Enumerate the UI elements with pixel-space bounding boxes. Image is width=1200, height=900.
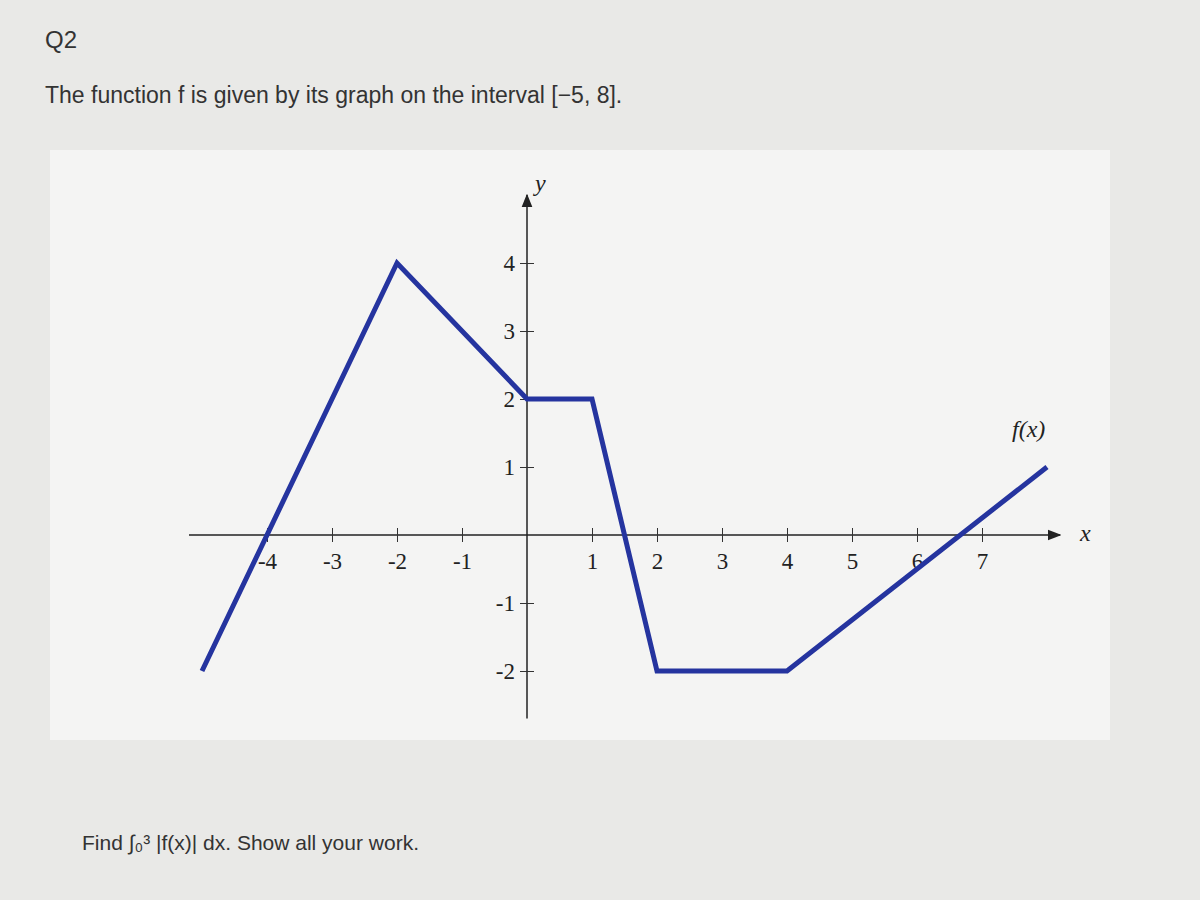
- x-tick: -2: [388, 528, 407, 574]
- y-tick-label: 3: [504, 319, 516, 344]
- x-tick-mark: [397, 528, 398, 542]
- x-tick: 1: [587, 528, 599, 574]
- x-tick: 4: [782, 528, 794, 574]
- x-tick-label: 7: [977, 549, 989, 574]
- y-tick: 4: [504, 251, 535, 276]
- background: [0, 0, 1200, 900]
- x-tick-mark: [462, 528, 463, 542]
- x-tick: 2: [652, 528, 664, 574]
- plot-area: [202, 263, 1047, 671]
- x-tick: -3: [323, 528, 342, 574]
- x-tick: -1: [453, 528, 472, 574]
- x-tick-mark: [592, 528, 593, 542]
- y-tick-label: -2: [496, 659, 515, 684]
- y-tick-mark: [520, 603, 534, 604]
- x-tick-mark: [982, 528, 983, 542]
- question-prompt: Find ∫₀³ |f(x)| dx. Show all your work.: [82, 831, 419, 855]
- x-axis-title: x: [1079, 520, 1091, 546]
- x-tick-mark: [917, 528, 918, 542]
- y-tick-mark: [520, 671, 534, 672]
- y-tick-label: -1: [496, 591, 515, 616]
- y-tick: -1: [496, 591, 534, 616]
- function-label: f(x): [1012, 416, 1045, 442]
- x-tick-label: -3: [323, 549, 342, 574]
- y-tick-mark: [520, 331, 534, 332]
- x-tick-label: 4: [782, 549, 794, 574]
- page: Q2 The function f is given by its graph o…: [0, 0, 1200, 900]
- y-tick: -2: [496, 659, 534, 684]
- y-tick: 1: [504, 455, 535, 480]
- y-axis-line: [526, 195, 528, 719]
- y-tick-label: 1: [504, 455, 516, 480]
- x-tick: 7: [977, 528, 989, 574]
- x-tick-mark: [722, 528, 723, 542]
- graph-panel: [50, 150, 1110, 740]
- question-number: Q2: [45, 26, 77, 53]
- y-tick: 3: [504, 319, 535, 344]
- function-line: [202, 263, 1047, 671]
- y-tick-label: 4: [504, 251, 516, 276]
- x-tick-label: -1: [453, 549, 472, 574]
- x-tick-mark: [787, 528, 788, 542]
- y-tick-label: 2: [504, 387, 516, 412]
- x-tick-mark: [657, 528, 658, 542]
- x-tick-label: 1: [587, 549, 599, 574]
- question-text: The function f is given by its graph on …: [45, 82, 622, 108]
- x-tick: 5: [847, 528, 859, 574]
- y-tick-mark: [520, 263, 534, 264]
- x-tick-mark: [852, 528, 853, 542]
- x-tick-label: 2: [652, 549, 664, 574]
- y-tick-mark: [520, 467, 534, 468]
- x-tick-mark: [332, 528, 333, 542]
- y-axis-title: y: [533, 170, 546, 196]
- x-tick-label: -2: [388, 549, 407, 574]
- x-tick-label: 3: [717, 549, 729, 574]
- x-tick: 3: [717, 528, 729, 574]
- x-tick-label: 5: [847, 549, 859, 574]
- y-axis: -2 -1 1 2 3 4: [496, 195, 534, 719]
